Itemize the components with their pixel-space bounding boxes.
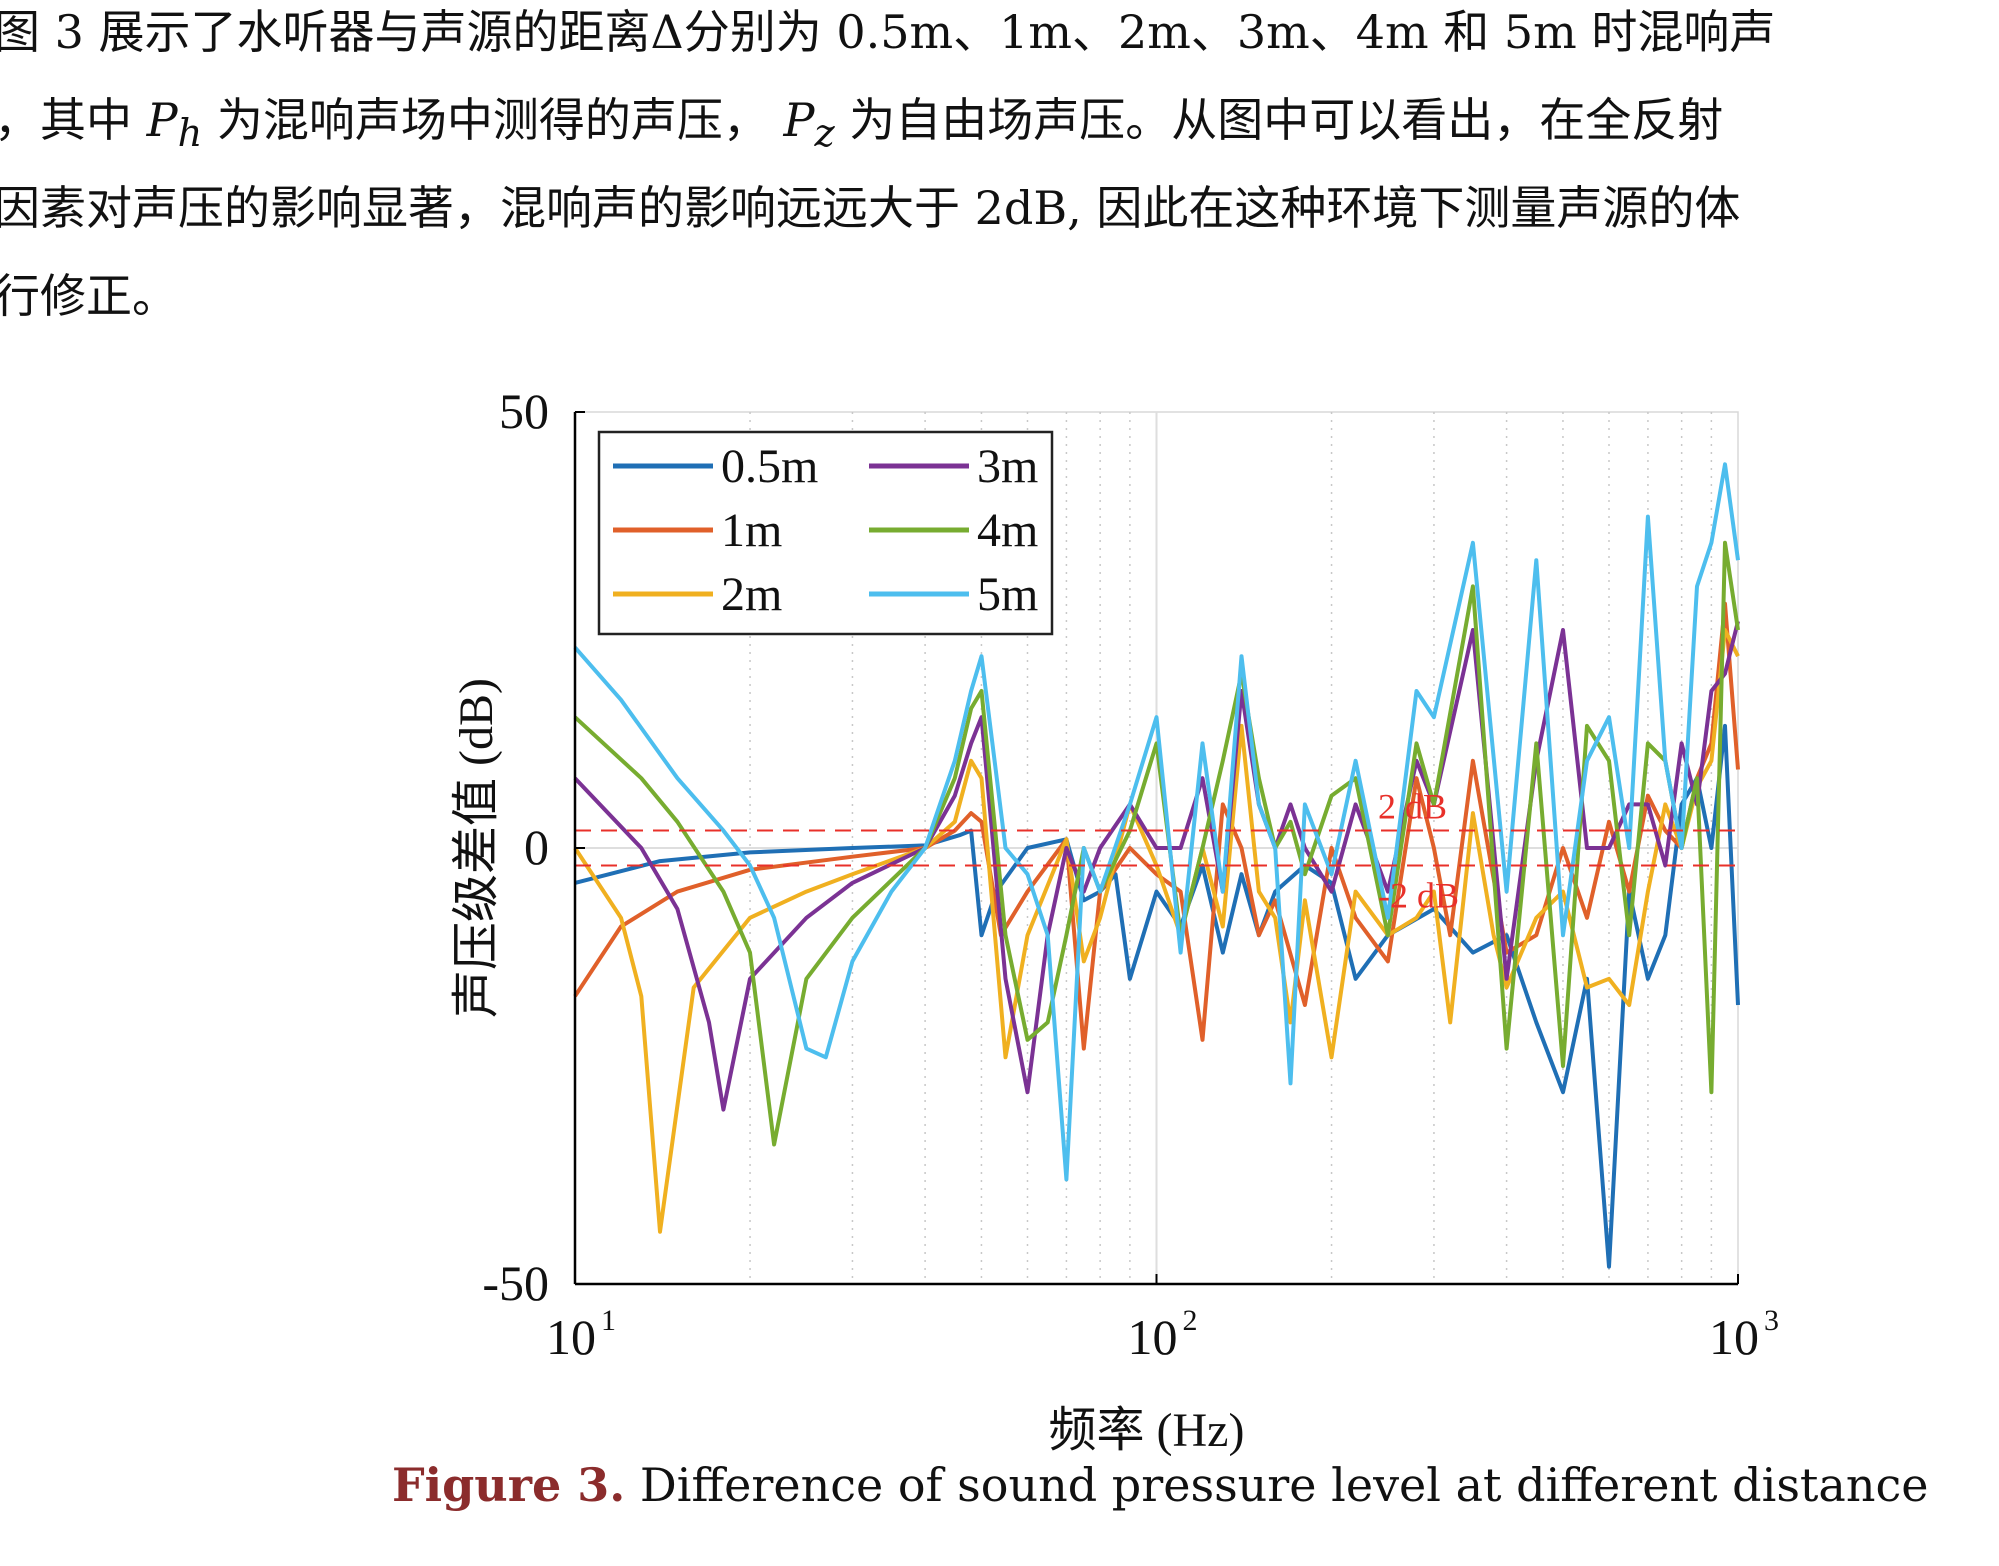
- y-tick-label: 50: [499, 383, 549, 439]
- symbol-ph: Ph: [146, 93, 203, 156]
- paragraph-line-2-c: 为自由场声压。从图中可以看出，在全反射: [834, 93, 1724, 147]
- body-paragraph: 图 3 展示了水听器与声源的距离Δ分别为 0.5m、1m、2m、3m、4m 和 …: [0, 0, 1999, 340]
- x-tick-exponent: 1: [601, 1304, 616, 1337]
- symbol-ph-base: P: [146, 93, 178, 147]
- x-tick-exponent: 3: [1764, 1304, 1779, 1337]
- figure-caption-text: Difference of sound pressure level at di…: [625, 1458, 1929, 1512]
- symbol-pz: Pz: [783, 93, 835, 156]
- x-tick-label: 10: [1709, 1309, 1759, 1365]
- paragraph-line-2-b: 为混响声场中测得的声压，: [202, 93, 784, 147]
- legend-label-5m: 5m: [977, 568, 1038, 621]
- x-tick-exponent: 2: [1183, 1304, 1198, 1337]
- paragraph-line-2-a: ，其中: [0, 93, 147, 147]
- y-tick-label: 0: [524, 819, 549, 875]
- symbol-pz-subscript: z: [814, 111, 835, 157]
- series-line-1m: [573, 601, 1740, 1051]
- legend-label-4m: 4m: [977, 504, 1038, 557]
- x-axis-title: 频率 (Hz): [1049, 1404, 1245, 1457]
- legend-label-0.5m: 0.5m: [721, 440, 818, 493]
- symbol-pz-base: P: [783, 93, 815, 147]
- y-axis-title: 声压级差值 (dB): [450, 678, 503, 1018]
- legend-label-3m: 3m: [977, 440, 1038, 493]
- figure-caption-label: Figure 3.: [392, 1458, 626, 1512]
- legend-label-1m: 1m: [721, 504, 782, 557]
- legend-label-2m: 2m: [721, 568, 782, 621]
- paragraph-line-3: 因素对声压的影响显著，混响声的影响远远大于 2dB, 因此在这种环境下测量声源的…: [0, 181, 1741, 235]
- reference-label: -2 dB: [1378, 875, 1459, 915]
- paragraph-line-1: 图 3 展示了水听器与声源的距离Δ分别为 0.5m、1m、2m、3m、4m 和 …: [0, 5, 1776, 59]
- symbol-ph-subscript: h: [177, 111, 203, 157]
- x-tick-label: 10: [546, 1309, 596, 1365]
- paragraph-line-4: 行修正。: [0, 269, 178, 323]
- x-tick-label: 10: [1128, 1309, 1178, 1365]
- reference-label: 2 dB: [1378, 787, 1447, 827]
- y-tick-label: -50: [482, 1255, 549, 1311]
- paragraph-line-2: ，其中 Ph 为混响声场中测得的声压， Pz 为自由场声压。从图中可以看出，在全…: [0, 76, 1999, 164]
- figure-caption: Figure 3. Difference of sound pressure l…: [392, 1458, 1928, 1512]
- series-line-5m: [573, 462, 1740, 1182]
